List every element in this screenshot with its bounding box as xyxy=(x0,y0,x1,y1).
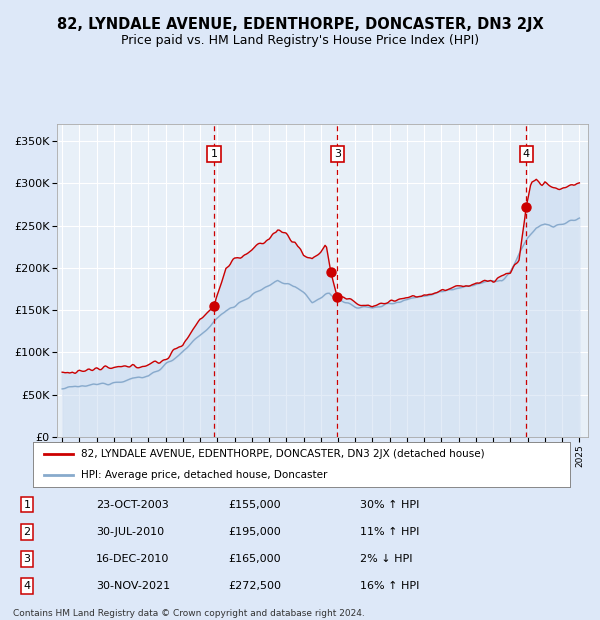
Text: 2: 2 xyxy=(23,527,31,537)
Text: 82, LYNDALE AVENUE, EDENTHORPE, DONCASTER, DN3 2JX: 82, LYNDALE AVENUE, EDENTHORPE, DONCASTE… xyxy=(56,17,544,32)
Text: 30% ↑ HPI: 30% ↑ HPI xyxy=(360,500,419,510)
Text: Price paid vs. HM Land Registry's House Price Index (HPI): Price paid vs. HM Land Registry's House … xyxy=(121,34,479,47)
Text: £195,000: £195,000 xyxy=(228,527,281,537)
Text: £272,500: £272,500 xyxy=(228,581,281,591)
Text: 1: 1 xyxy=(23,500,31,510)
Text: HPI: Average price, detached house, Doncaster: HPI: Average price, detached house, Donc… xyxy=(82,469,328,480)
Text: 82, LYNDALE AVENUE, EDENTHORPE, DONCASTER, DN3 2JX (detached house): 82, LYNDALE AVENUE, EDENTHORPE, DONCASTE… xyxy=(82,449,485,459)
Text: 4: 4 xyxy=(523,149,530,159)
Text: 16% ↑ HPI: 16% ↑ HPI xyxy=(360,581,419,591)
Text: 3: 3 xyxy=(23,554,31,564)
Text: 30-JUL-2010: 30-JUL-2010 xyxy=(96,527,164,537)
Text: £165,000: £165,000 xyxy=(228,554,281,564)
Text: 23-OCT-2003: 23-OCT-2003 xyxy=(96,500,169,510)
Text: 4: 4 xyxy=(23,581,31,591)
Text: Contains HM Land Registry data © Crown copyright and database right 2024.
This d: Contains HM Land Registry data © Crown c… xyxy=(13,609,365,620)
Text: 3: 3 xyxy=(334,149,341,159)
Text: 2% ↓ HPI: 2% ↓ HPI xyxy=(360,554,413,564)
Text: 16-DEC-2010: 16-DEC-2010 xyxy=(96,554,169,564)
Text: 30-NOV-2021: 30-NOV-2021 xyxy=(96,581,170,591)
Text: £155,000: £155,000 xyxy=(228,500,281,510)
Text: 1: 1 xyxy=(211,149,218,159)
Text: 11% ↑ HPI: 11% ↑ HPI xyxy=(360,527,419,537)
